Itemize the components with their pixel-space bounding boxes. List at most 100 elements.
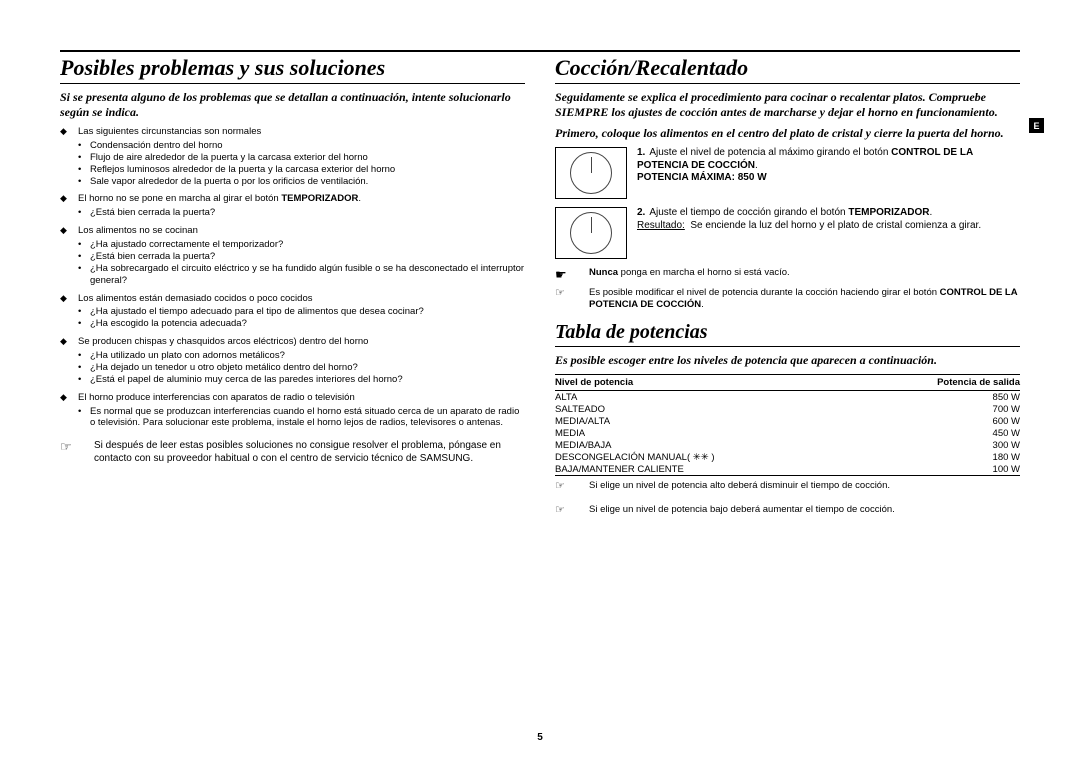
trouble-item: •¿Ha ajustado el tiempo adecuado para el…: [78, 306, 525, 318]
left-footnote: ☞ Si después de leer estas posibles solu…: [60, 439, 525, 465]
table-row: MEDIA/BAJA300 W: [555, 439, 1020, 451]
trouble-item: •¿Está bien cerrada la puerta?: [78, 251, 525, 263]
dot-bullet: •: [78, 350, 90, 362]
cooking-steps: 1.Ajuste el nivel de potencia al máximo …: [555, 147, 1020, 311]
dot-bullet: •: [78, 207, 90, 219]
trouble-item-text: Reflejos luminosos alrededor de la puert…: [90, 164, 395, 176]
trouble-item: •¿Ha sobrecargado el circuito eléctrico …: [78, 263, 525, 287]
power-table-head-output: Potencia de salida: [861, 375, 1020, 391]
trouble-item-text: Es normal que se produzcan interferencia…: [90, 406, 525, 430]
right-title-2: Tabla de potencias: [555, 321, 1020, 344]
note-icon: ☞: [555, 287, 589, 311]
dot-bullet: •: [78, 239, 90, 251]
trouble-item: •Sale vapor alrededor de la puerta o por…: [78, 176, 525, 188]
trouble-item: •Es normal que se produzcan interferenci…: [78, 406, 525, 430]
top-rule-thick: [60, 50, 1020, 52]
trouble-item-text: Flujo de aire alrededor de la puerta y l…: [90, 152, 368, 164]
step-1-text: 1.Ajuste el nivel de potencia al máximo …: [637, 147, 1020, 199]
left-title: Posibles problemas y sus soluciones: [60, 55, 525, 81]
trouble-sublist: •Condensación dentro del horno•Flujo de …: [78, 140, 525, 188]
dot-bullet: •: [78, 362, 90, 374]
diamond-bullet: ◆: [60, 225, 78, 237]
step-2-text: 2.Ajuste el tiempo de cocción girando el…: [637, 207, 1020, 259]
trouble-item: •Reflejos luminosos alrededor de la puer…: [78, 164, 525, 176]
change-note-text: Es posible modificar el nivel de potenci…: [589, 287, 1020, 311]
dial-illustration-1: [555, 147, 627, 199]
trouble-group: ◆El horno no se pone en marcha al girar …: [60, 193, 525, 205]
trouble-item: •Flujo de aire alrededor de la puerta y …: [78, 152, 525, 164]
trouble-item-text: ¿Está bien cerrada la puerta?: [90, 207, 215, 219]
page-number: 5: [0, 732, 1080, 743]
power-table-head-level: Nivel de potencia: [555, 375, 861, 391]
trouble-group-head: Las siguientes circunstancias son normal…: [78, 126, 261, 138]
note-icon: ☞: [555, 504, 589, 518]
dot-bullet: •: [78, 152, 90, 164]
power-table: Nivel de potencia Potencia de salida ALT…: [555, 374, 1020, 476]
trouble-group-head: El horno produce interferencias con apar…: [78, 392, 355, 404]
table-row: MEDIA450 W: [555, 427, 1020, 439]
table-row: DESCONGELACIÓN MANUAL( ✳✳ )180 W: [555, 451, 1020, 463]
trouble-item: •Condensación dentro del horno: [78, 140, 525, 152]
table-row: SALTEADO700 W: [555, 403, 1020, 415]
power-level-cell: DESCONGELACIÓN MANUAL( ✳✳ ): [555, 451, 861, 463]
power-level-cell: MEDIA: [555, 427, 861, 439]
dot-bullet: •: [78, 140, 90, 152]
trouble-sublist: •¿Ha utilizado un plato con adornos metá…: [78, 350, 525, 386]
right-lead-2: Es posible escoger entre los niveles de …: [555, 353, 1020, 368]
right-title1-rule: [555, 83, 1020, 84]
power-level-cell: MEDIA/ALTA: [555, 415, 861, 427]
pointing-hand-icon: ☛: [555, 267, 589, 283]
step-2: 2.Ajuste el tiempo de cocción girando el…: [555, 207, 1020, 259]
power-note-a-text: Si elige un nivel de potencia alto deber…: [589, 480, 890, 494]
table-row: MEDIA/ALTA600 W: [555, 415, 1020, 427]
power-output-cell: 450 W: [861, 427, 1020, 439]
trouble-group: ◆Las siguientes circunstancias son norma…: [60, 126, 525, 138]
trouble-item-text: ¿Ha escogido la potencia adecuada?: [90, 318, 247, 330]
left-lead: Si se presenta alguno de los problemas q…: [60, 90, 525, 120]
right-title-1: Cocción/Recalentado: [555, 55, 1020, 81]
step-1: 1.Ajuste el nivel de potencia al máximo …: [555, 147, 1020, 199]
two-column-layout: Posibles problemas y sus soluciones Si s…: [60, 55, 1020, 528]
right-lead-1: Seguidamente se explica el procedimiento…: [555, 90, 1020, 120]
right-lead-1b: Primero, coloque los alimentos en el cen…: [555, 126, 1020, 141]
table-row: BAJA/MANTENER CALIENTE100 W: [555, 463, 1020, 476]
dot-bullet: •: [78, 164, 90, 176]
dot-bullet: •: [78, 263, 90, 287]
note-icon: ☞: [555, 480, 589, 494]
trouble-group: ◆Los alimentos están demasiado cocidos o…: [60, 293, 525, 305]
trouble-item-text: ¿Ha ajustado correctamente el temporizad…: [90, 239, 283, 251]
trouble-item-text: ¿Ha sobrecargado el circuito eléctrico y…: [90, 263, 525, 287]
dial-illustration-2: [555, 207, 627, 259]
table-row: ALTA850 W: [555, 391, 1020, 404]
right-title2-rule: [555, 346, 1020, 347]
trouble-item: •¿Ha escogido la potencia adecuada?: [78, 318, 525, 330]
trouble-item-text: ¿Ha utilizado un plato con adornos metál…: [90, 350, 285, 362]
power-output-cell: 700 W: [861, 403, 1020, 415]
diamond-bullet: ◆: [60, 392, 78, 404]
manual-page: Posibles problemas y sus soluciones Si s…: [0, 0, 1080, 763]
trouble-group-head: Los alimentos no se cocinan: [78, 225, 198, 237]
power-output-cell: 300 W: [861, 439, 1020, 451]
trouble-group-head: El horno no se pone en marcha al girar e…: [78, 193, 361, 205]
power-level-cell: ALTA: [555, 391, 861, 404]
power-output-cell: 100 W: [861, 463, 1020, 476]
power-level-cell: MEDIA/BAJA: [555, 439, 861, 451]
diamond-bullet: ◆: [60, 293, 78, 305]
trouble-sublist: •¿Está bien cerrada la puerta?: [78, 207, 525, 219]
power-notes: ☞ Si elige un nivel de potencia alto deb…: [555, 480, 1020, 518]
trouble-group-head: Se producen chispas y chasquidos arcos e…: [78, 336, 368, 348]
trouble-item: •¿Está el papel de aluminio muy cerca de…: [78, 374, 525, 386]
trouble-item: •¿Está bien cerrada la puerta?: [78, 207, 525, 219]
power-output-cell: 850 W: [861, 391, 1020, 404]
trouble-item-text: Sale vapor alrededor de la puerta o por …: [90, 176, 368, 188]
warning-text: Nunca ponga en marcha el horno si está v…: [589, 267, 790, 283]
dot-bullet: •: [78, 306, 90, 318]
dot-bullet: •: [78, 251, 90, 263]
trouble-item: •¿Ha ajustado correctamente el temporiza…: [78, 239, 525, 251]
power-note-b: ☞ Si elige un nivel de potencia bajo deb…: [555, 504, 1020, 518]
trouble-item-text: ¿Está el papel de aluminio muy cerca de …: [90, 374, 403, 386]
dot-bullet: •: [78, 176, 90, 188]
trouble-sublist: •¿Ha ajustado correctamente el temporiza…: [78, 239, 525, 287]
dot-bullet: •: [78, 374, 90, 386]
warning-row: ☛ Nunca ponga en marcha el horno si está…: [555, 267, 1020, 283]
